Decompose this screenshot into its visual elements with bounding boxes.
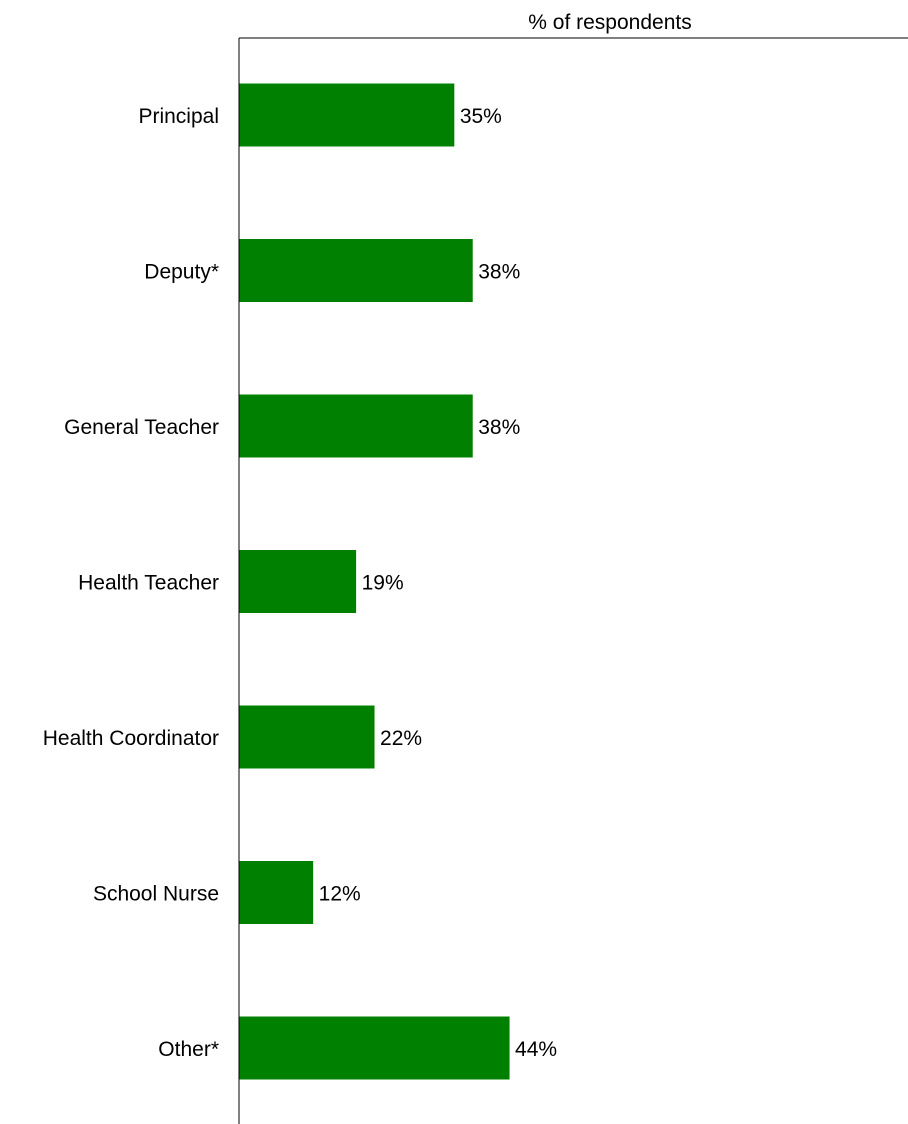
- data-label-5: 12%: [319, 883, 361, 906]
- data-label-4: 22%: [380, 727, 422, 750]
- data-label-6: 44%: [515, 1038, 557, 1061]
- bar-2: [239, 394, 473, 458]
- category-label-6: Other*: [158, 1038, 219, 1061]
- category-label-0: Principal: [138, 105, 219, 128]
- bar-0: [239, 83, 455, 147]
- category-label-2: General Teacher: [64, 416, 219, 439]
- bar-3: [239, 550, 357, 613]
- data-label-1: 38%: [478, 261, 520, 284]
- data-label-0: 35%: [460, 105, 502, 128]
- category-label-3: Health Teacher: [78, 572, 219, 595]
- bar-1: [239, 239, 473, 302]
- category-label-1: Deputy*: [144, 261, 219, 284]
- category-label-5: School Nurse: [93, 883, 219, 906]
- bar-6: [239, 1016, 510, 1080]
- bar-4: [239, 705, 375, 769]
- category-label-4: Health Coordinator: [43, 727, 219, 750]
- bar-5: [239, 861, 314, 924]
- x-axis-title: % of respondents: [528, 11, 691, 34]
- bars-group: Principal 35% Deputy* 38% General Teacher 38%…: [43, 83, 557, 1080]
- data-label-2: 38%: [478, 416, 520, 439]
- data-label-3: 19%: [362, 572, 404, 595]
